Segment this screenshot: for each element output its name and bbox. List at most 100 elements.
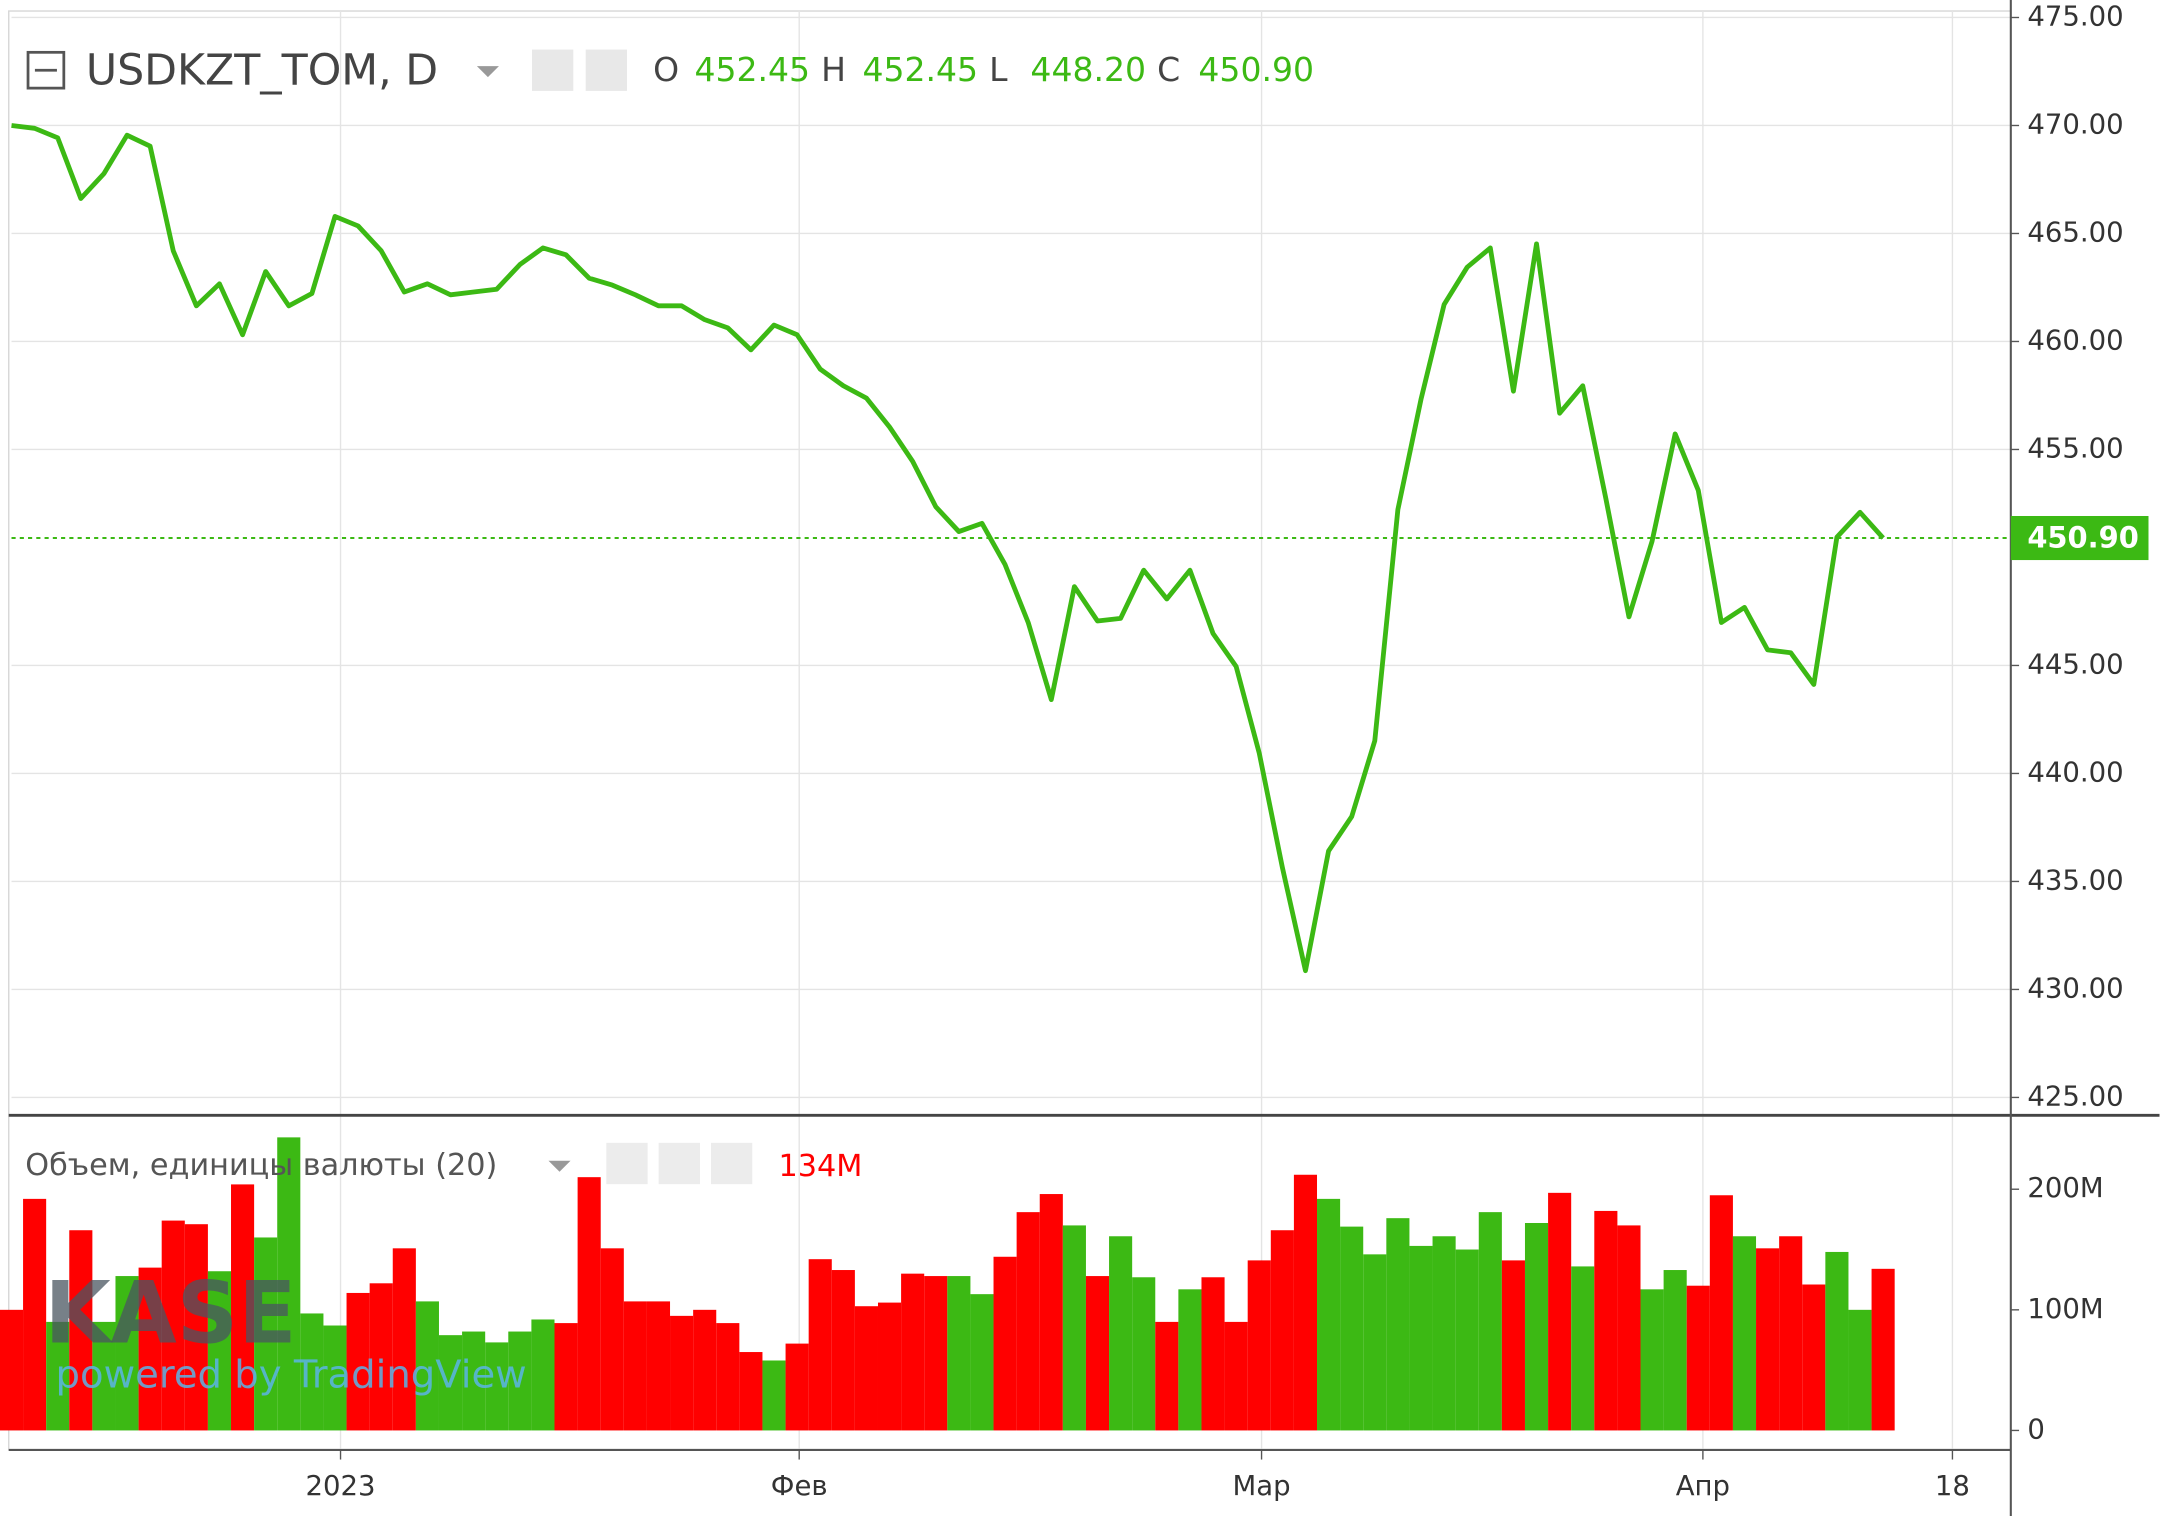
volume-bar (1640, 1289, 1664, 1431)
volume-bar (554, 1323, 578, 1431)
eye-icon[interactable] (606, 1142, 648, 1185)
volume-bar (1501, 1260, 1525, 1431)
dropdown-icon (548, 1160, 571, 1172)
volume-bar (739, 1352, 763, 1431)
volume-bar (1432, 1236, 1456, 1431)
volume-bar (808, 1259, 832, 1431)
x-tick-label: 2023 (306, 1470, 376, 1502)
volume-bar (346, 1292, 370, 1431)
volume-bar (877, 1302, 902, 1431)
x-tick-label: Мар (1233, 1470, 1291, 1502)
y-tick-label: 465.00 (2027, 216, 2123, 248)
y-tick-label: 440.00 (2027, 756, 2123, 788)
volume-readout: 134M (778, 1149, 862, 1184)
volume-bar (115, 1276, 139, 1431)
y-tick-label: 425.00 (2027, 1080, 2123, 1112)
chart-title: USDKZT_TOM, D (86, 45, 438, 95)
volume-bar (161, 1220, 185, 1431)
volume-bar (1386, 1218, 1410, 1431)
volume-bar (207, 1271, 232, 1431)
settings-icon[interactable] (585, 49, 627, 91)
volume-bar (831, 1270, 855, 1431)
volume-bar (1317, 1198, 1341, 1431)
volume-bar (1732, 1236, 1757, 1431)
volume-bar (415, 1301, 439, 1431)
volume-bar (1270, 1230, 1294, 1431)
volume-bar (23, 1198, 47, 1431)
volume-bar (531, 1319, 555, 1431)
settings-icon[interactable] (658, 1142, 700, 1185)
x-tick-label: Апр (1676, 1470, 1730, 1502)
volume-bar (716, 1323, 740, 1431)
volume-bar (623, 1301, 647, 1431)
volume-bar (1455, 1249, 1479, 1431)
volume-bar (231, 1184, 255, 1431)
volume-bar (577, 1177, 601, 1431)
volume-bar (646, 1301, 671, 1431)
volume-bar (1594, 1210, 1618, 1431)
volume-bar (1571, 1266, 1595, 1431)
ohlc-value: 448.20 (1030, 50, 1146, 89)
volume-bar (508, 1331, 532, 1431)
y-tick-label: 475.00 (2027, 0, 2123, 32)
ohlc-value: 450.90 (1198, 50, 1314, 89)
y-tick-label: 435.00 (2027, 864, 2123, 896)
volume-bar (1178, 1289, 1202, 1431)
close-icon[interactable] (710, 1142, 753, 1185)
volume-bar (1340, 1226, 1364, 1431)
volume-bar (1686, 1285, 1710, 1431)
volume-bar (184, 1224, 208, 1431)
collapse-icon[interactable] (26, 50, 66, 90)
ohlc-key: H (821, 50, 846, 89)
volume-bar (1409, 1245, 1433, 1431)
last-price-tag (2010, 515, 2149, 561)
volume-bar (1524, 1222, 1549, 1431)
y-tick-label: 470.00 (2027, 108, 2123, 140)
volume-bar (0, 1309, 24, 1431)
volume-bar (1016, 1212, 1040, 1431)
volume-bar (1039, 1194, 1063, 1431)
volume-bar (1802, 1284, 1826, 1431)
volume-bar (1848, 1309, 1872, 1431)
volume-bar (300, 1313, 324, 1431)
plot (0, 123, 2011, 1431)
y-tick-label: 200M (2027, 1172, 2103, 1204)
volume-bar (1871, 1268, 1895, 1431)
volume-bar (277, 1137, 301, 1431)
price-line (11, 123, 1885, 974)
x-tick-label: Фев (771, 1470, 828, 1502)
y-tick-label: 0 (2027, 1413, 2045, 1445)
volume-bar (993, 1256, 1017, 1431)
ohlc-key: L (989, 50, 1008, 89)
volume-bar (138, 1267, 162, 1431)
volume-title: Объем, единицы валюты (20) (25, 1148, 497, 1183)
labels: 2023 Фев Мар Апр 18 425.00 430.00 435.00 440.00 4… (25, 0, 2149, 1502)
volume-bar (1132, 1277, 1156, 1431)
volume-bar (1363, 1254, 1387, 1431)
volume-bar (1247, 1260, 1271, 1431)
y-tick-label: 445.00 (2027, 648, 2123, 680)
y-tick-label: 430.00 (2027, 972, 2123, 1004)
watermark-text: powered by TradingView (56, 1352, 527, 1397)
volume-bar (1293, 1174, 1318, 1431)
volume-bar (485, 1342, 509, 1431)
volume-bar (854, 1306, 878, 1431)
volume-bar (1825, 1251, 1849, 1431)
volume-bar (323, 1325, 347, 1431)
volume-bar (69, 1230, 93, 1431)
volume-bar (1663, 1270, 1687, 1431)
last-price-label: 450.90 (2027, 520, 2139, 554)
volume-bar (693, 1309, 717, 1431)
eye-icon[interactable] (531, 49, 574, 91)
volume-bar (1709, 1195, 1733, 1431)
volume-bar (1085, 1276, 1110, 1431)
y-tick-label: 100M (2027, 1293, 2103, 1325)
volume-bar (462, 1331, 486, 1431)
volume-bar (970, 1294, 994, 1431)
volume-bar (1155, 1321, 1179, 1431)
volume-bar (785, 1343, 809, 1431)
volume-bar (901, 1273, 925, 1431)
ohlc-key: O (653, 50, 679, 89)
